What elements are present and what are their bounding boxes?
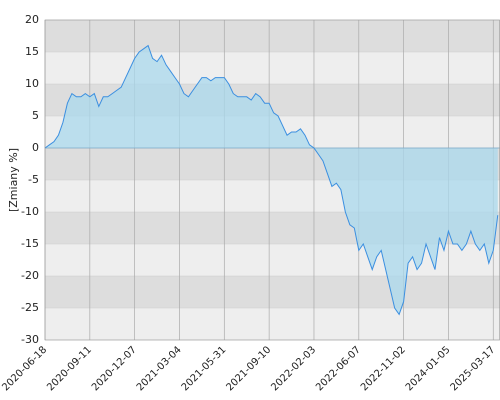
x-tick-label: 2021-09-10	[225, 344, 274, 393]
y-tick-label: -20	[21, 269, 39, 282]
grid-band	[45, 20, 500, 52]
y-axis-label: [Zmiany %]	[7, 148, 20, 212]
x-tick-label: 2020-06-18	[0, 344, 49, 393]
x-tick-label: 2022-02-03	[269, 344, 318, 393]
y-tick-label: -30	[21, 333, 39, 346]
x-tick-label: 2024-01-05	[404, 344, 453, 393]
y-tick-label: 5	[32, 109, 39, 122]
area-fill	[45, 45, 498, 315]
y-tick-label: -10	[21, 205, 39, 218]
y-tick-label: 20	[25, 13, 39, 26]
x-tick-label: 2021-05-31	[180, 344, 229, 393]
x-tick-label: 2021-03-04	[135, 344, 184, 393]
x-tick-label: 2025-03-17	[449, 344, 498, 393]
x-tick-label: 2020-12-07	[90, 344, 139, 393]
line	[44, 44, 499, 316]
y-tick-label: 15	[25, 45, 39, 58]
grid-band	[45, 276, 500, 308]
y-tick-label: -5	[28, 173, 39, 186]
grid-band	[45, 52, 500, 84]
y-tick-label: -15	[21, 237, 39, 250]
y-tick-label: 0	[32, 141, 39, 154]
y-tick-label: -25	[21, 301, 39, 314]
y-tick-label: 10	[25, 77, 39, 90]
x-tick-label: 2020-09-11	[45, 344, 94, 393]
grid-band	[45, 308, 500, 340]
x-tick-label: 2022-06-07	[314, 344, 363, 393]
x-tick-label: 2022-11-02	[359, 344, 408, 393]
